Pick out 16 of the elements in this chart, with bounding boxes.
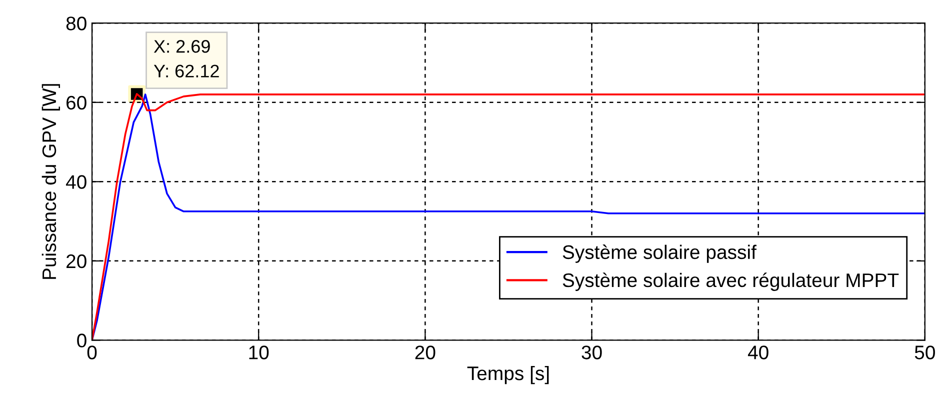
y-axis-title: Puissance du GPV [W] [42,84,60,279]
y-tick-label: 40 [66,175,86,189]
x-axis-title: Temps [s] [467,366,549,384]
y-tick-label: 80 [66,16,86,30]
x-tick-label: 20 [415,346,436,360]
legend-label: Système solaire avec régulateur MPPT [562,272,899,291]
y-tick-label: 20 [66,254,86,268]
annotation: X: 2.69 Y: 62.12 [154,40,219,78]
y-tick-label: 60 [66,96,86,110]
legend-label: Système solaire passif [562,244,756,263]
x-tick-label: 30 [582,346,602,360]
x-tick-label: 10 [249,346,269,360]
x-tick-label: 0 [87,346,97,360]
x-tick-label: 50 [914,346,935,360]
x-tick-label: 40 [748,346,768,360]
y-tick-label: 0 [77,334,86,348]
